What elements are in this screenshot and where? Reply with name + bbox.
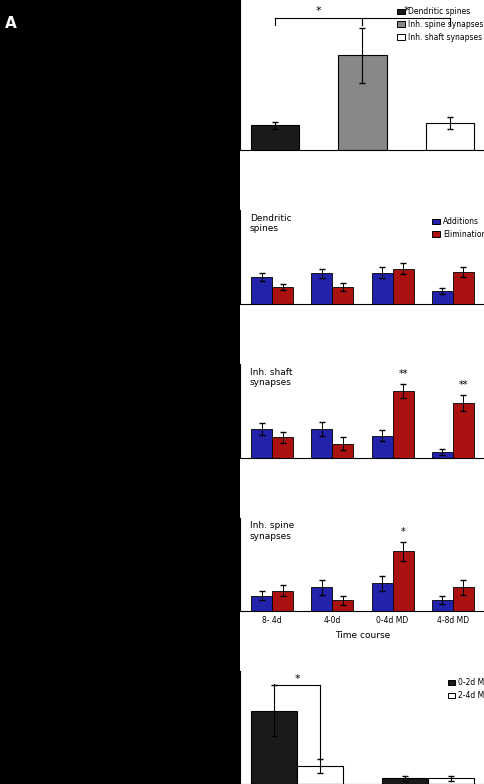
Text: *: * <box>316 6 321 16</box>
Text: B: B <box>196 0 206 6</box>
Y-axis label: Dynamic (%): Dynamic (%) <box>205 46 213 104</box>
Bar <box>452 272 473 304</box>
Bar <box>296 766 342 784</box>
Text: Inh. spine
synapses: Inh. spine synapses <box>249 521 293 541</box>
Bar <box>332 601 353 612</box>
Bar <box>371 273 392 304</box>
Bar <box>272 591 293 612</box>
Bar <box>381 779 427 784</box>
Bar <box>272 287 293 304</box>
Bar <box>251 711 296 784</box>
Bar <box>251 596 272 612</box>
Bar <box>452 587 473 612</box>
Bar <box>392 269 413 304</box>
Text: Inh. shaft
synapses: Inh. shaft synapses <box>249 368 292 387</box>
Text: A: A <box>5 16 16 31</box>
Bar <box>338 55 386 151</box>
Bar <box>392 391 413 458</box>
Bar <box>431 601 452 612</box>
Bar <box>332 444 353 458</box>
Bar <box>272 437 293 458</box>
Bar <box>431 291 452 304</box>
X-axis label: Time course: Time course <box>334 631 389 640</box>
Bar <box>251 125 299 151</box>
Text: **: ** <box>458 380 467 390</box>
Text: D: D <box>196 660 207 674</box>
Text: C: C <box>196 201 206 215</box>
Bar <box>452 403 473 458</box>
Text: *: * <box>400 528 405 537</box>
Legend: Additions, Eliminations: Additions, Eliminations <box>428 214 484 241</box>
Bar <box>431 452 452 458</box>
Legend: 0-2d MD, 2-4d MD: 0-2d MD, 2-4d MD <box>443 675 484 703</box>
Bar <box>251 278 272 304</box>
Legend: Dendritic spines, Inh. spine synapses, Inh. shaft synapses: Dendritic spines, Inh. spine synapses, I… <box>393 4 484 45</box>
Y-axis label: Dynamic (%): Dynamic (%) <box>211 230 220 284</box>
Bar <box>311 429 332 458</box>
Text: *: * <box>294 674 299 684</box>
Bar <box>311 274 332 304</box>
Text: **: ** <box>397 369 407 379</box>
Text: *: * <box>403 6 408 16</box>
Bar <box>427 779 473 784</box>
Bar <box>311 587 332 612</box>
Text: Dendritic
spines: Dendritic spines <box>249 214 291 233</box>
Bar <box>392 551 413 612</box>
Y-axis label: Dynamic (%): Dynamic (%) <box>211 383 220 438</box>
Bar <box>371 436 392 458</box>
Bar <box>332 287 353 304</box>
Y-axis label: Dynamic (%): Dynamic (%) <box>206 537 214 592</box>
Bar <box>251 429 272 458</box>
Y-axis label: Dynamic (%): Dynamic (%) <box>205 699 213 757</box>
Bar <box>425 122 473 151</box>
Bar <box>371 583 392 612</box>
